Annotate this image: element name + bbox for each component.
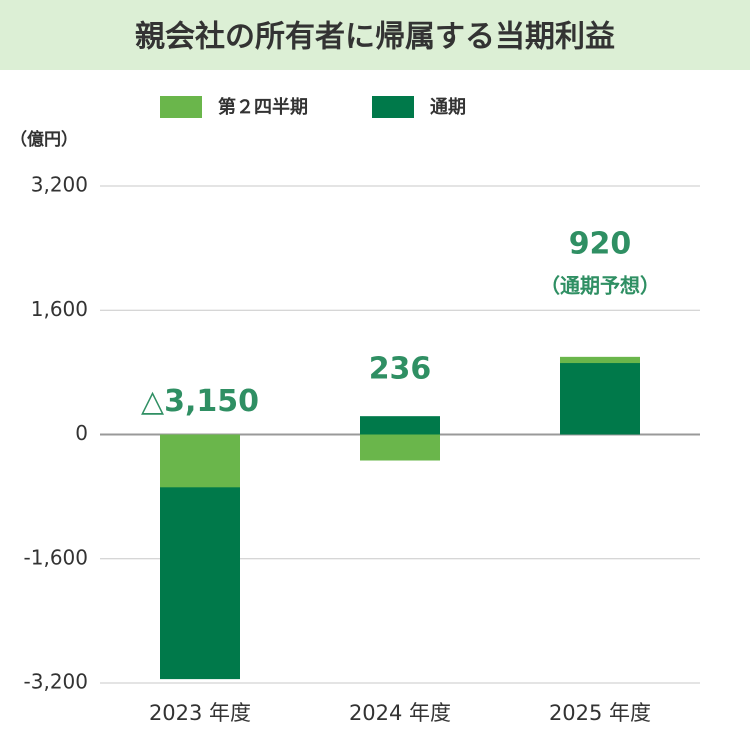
value-label: 236 — [369, 352, 432, 387]
legend-swatch — [372, 96, 414, 118]
x-tick-label: 2025 年度 — [549, 701, 651, 725]
y-tick-label: 0 — [75, 421, 88, 445]
x-tick-label: 2024 年度 — [349, 701, 451, 725]
y-unit: （億円） — [10, 129, 78, 150]
legend-label: 第２四半期 — [218, 96, 308, 118]
legend-swatch — [160, 96, 202, 118]
bar — [360, 434, 440, 461]
y-tick-label: 3,200 — [31, 173, 88, 197]
annotation: （通期予想） — [540, 274, 660, 298]
bar — [560, 363, 640, 435]
value-label: 920 — [569, 227, 632, 262]
bar — [360, 416, 440, 435]
x-tick-label: 2023 年度 — [149, 701, 251, 725]
y-tick-label: -3,200 — [24, 670, 88, 694]
value-label: △3,150 — [141, 384, 259, 419]
title-band — [0, 0, 750, 70]
legend-label: 通期 — [430, 97, 466, 118]
y-tick-label: 1,600 — [31, 297, 88, 321]
bar — [160, 434, 240, 488]
y-tick-label: -1,600 — [24, 545, 88, 569]
chart-title: 親会社の所有者に帰属する当期利益 — [135, 20, 615, 55]
